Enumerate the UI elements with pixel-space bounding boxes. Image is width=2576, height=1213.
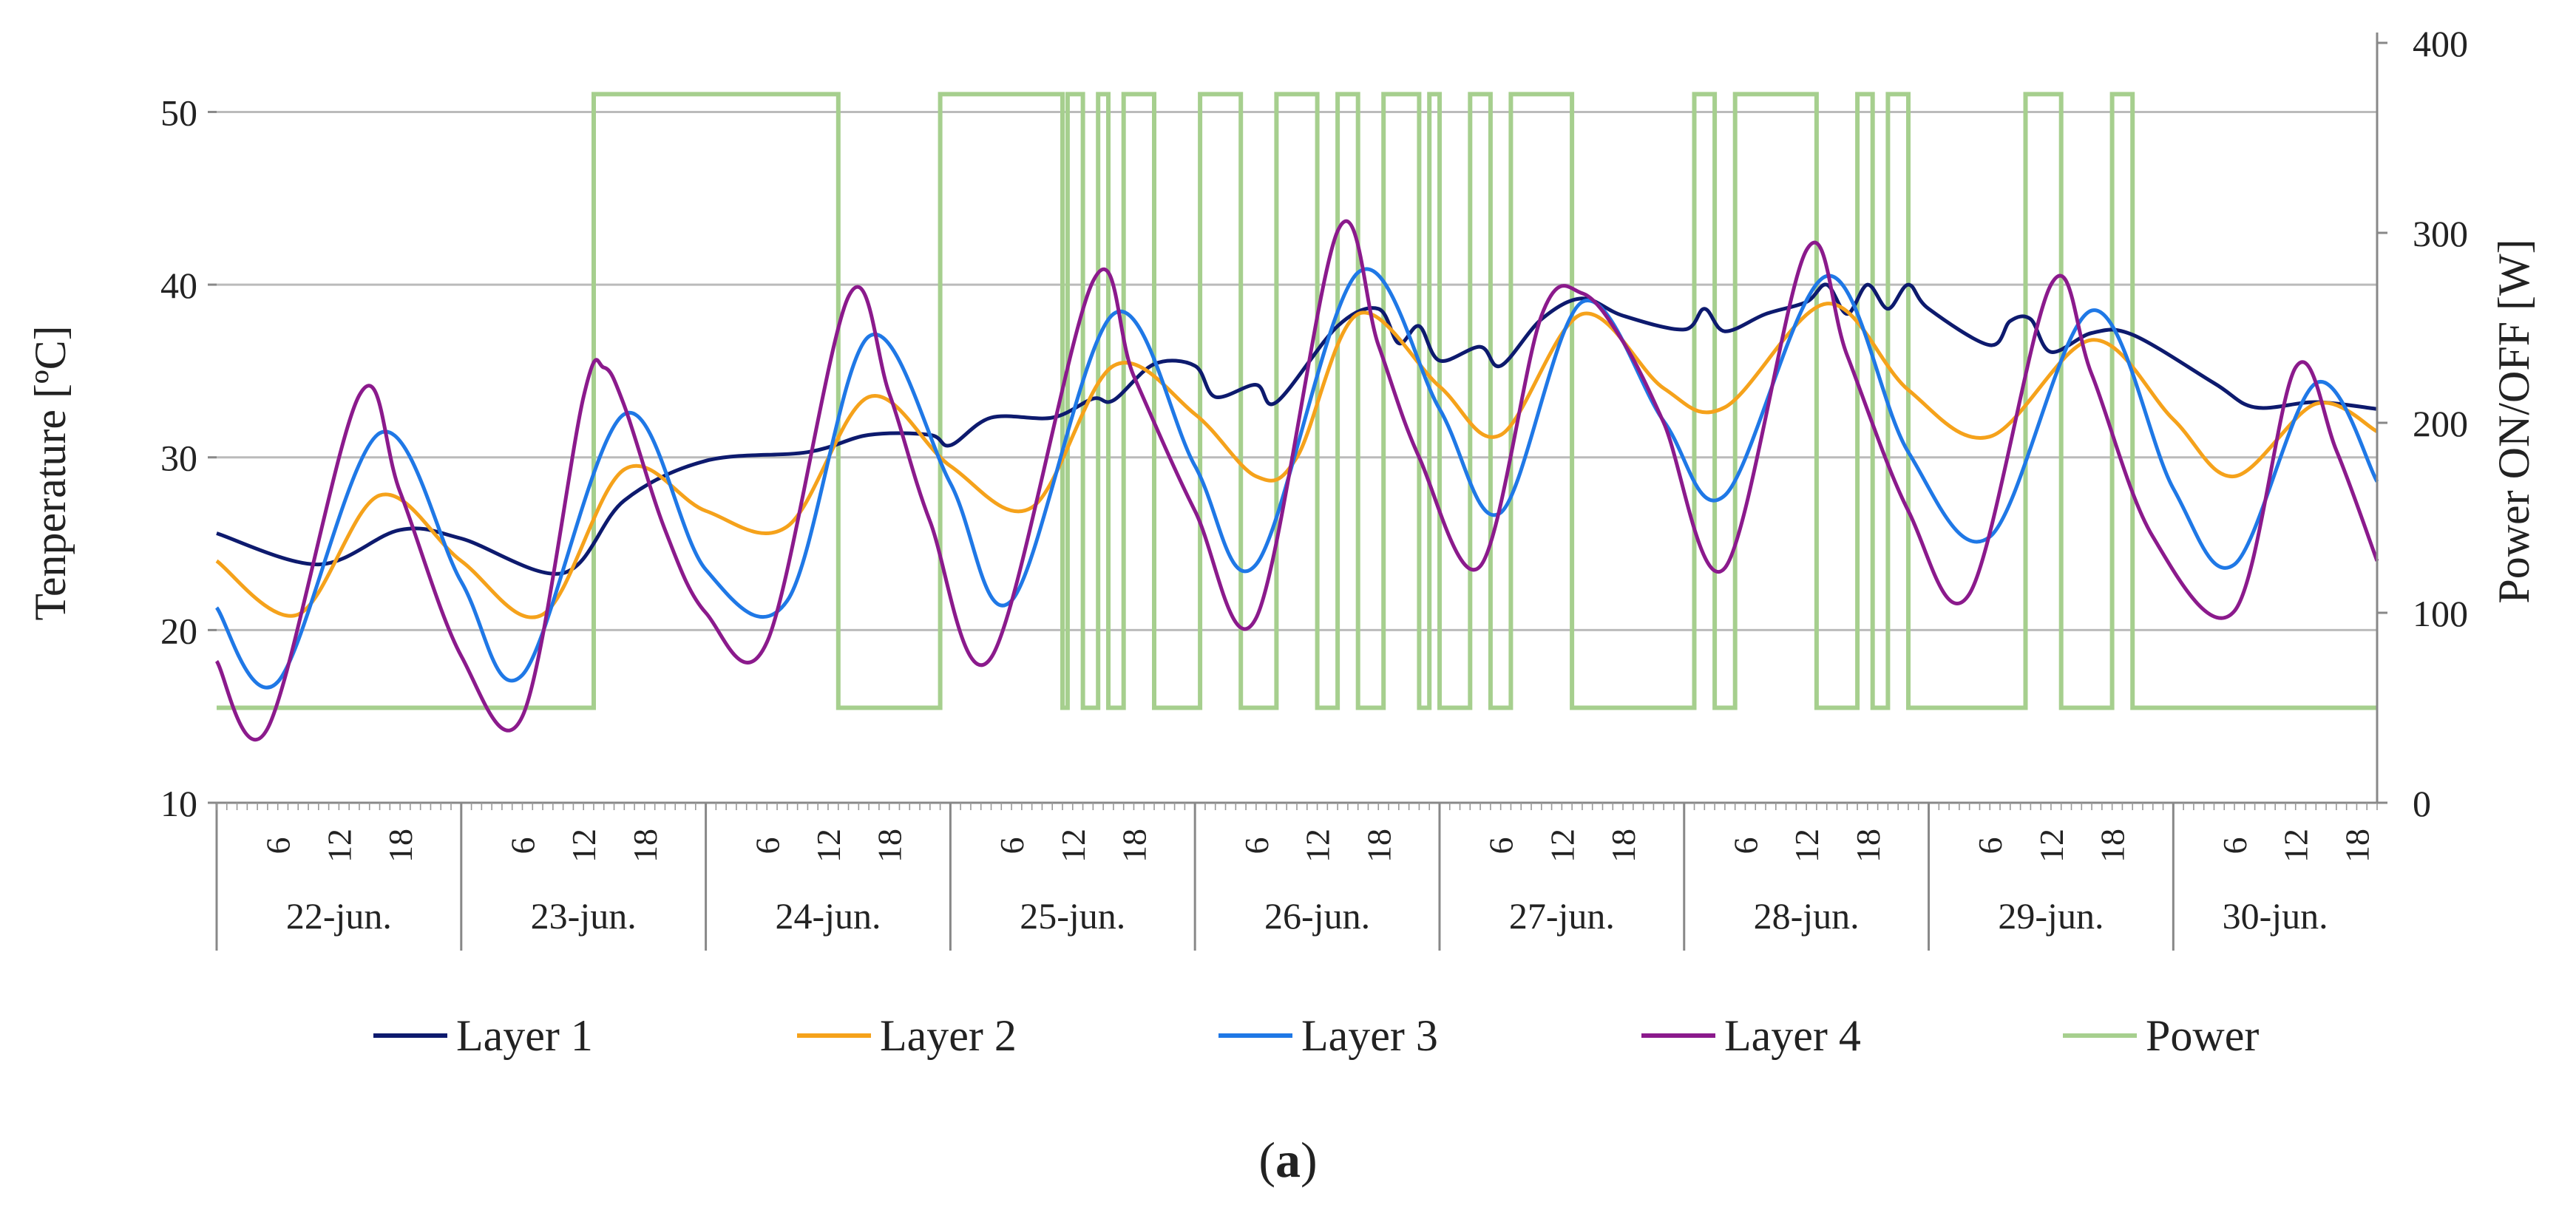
- x-day-label: 25-jun.: [1020, 895, 1125, 937]
- x-hour-label: 18: [871, 829, 909, 863]
- axes: 10 20 30 40 50 0 100 200 300 400 6 12 18 22-jun. 6 12 18…: [160, 23, 2468, 951]
- x-hour-label: 6: [748, 837, 786, 854]
- x-hour-label: 6: [1482, 837, 1520, 854]
- y-right-tick-label: 100: [2413, 593, 2468, 634]
- x-hour-label: 6: [504, 837, 542, 854]
- x-day-label: 23-jun.: [531, 895, 637, 937]
- x-hour-label: 18: [1360, 829, 1397, 863]
- x-hour-label: 18: [1604, 829, 1642, 863]
- y-left-tick-label: 30: [160, 438, 197, 479]
- series-line-layer-4: [214, 219, 2379, 742]
- figure-caption: (a): [1258, 1132, 1317, 1188]
- gridlines: [217, 110, 2377, 631]
- y-left-tick-label: 10: [160, 783, 197, 824]
- x-hour-label: 6: [1971, 837, 2009, 854]
- x-hour-label: 6: [1727, 837, 1765, 854]
- legend-label: Layer 4: [1724, 1011, 1861, 1060]
- x-hour-label: 18: [2094, 829, 2132, 863]
- y-left-tick-label: 50: [160, 92, 197, 133]
- x-hour-label: 6: [993, 837, 1031, 854]
- x-day-label: 27-jun.: [1509, 895, 1615, 937]
- y-left-tick-label: 40: [160, 265, 197, 306]
- x-hour-label: 12: [2033, 829, 2070, 863]
- y-right-tick-label: 200: [2413, 403, 2468, 444]
- x-day-label: 24-jun.: [775, 895, 881, 937]
- series-line-power: [217, 92, 2377, 710]
- y-right-tick-label: 300: [2413, 213, 2468, 254]
- x-hour-label: 12: [565, 829, 603, 863]
- x-day-label: 30-jun.: [2223, 895, 2328, 937]
- x-hour-label: 18: [1849, 829, 1887, 863]
- legend-label: Power: [2146, 1011, 2259, 1060]
- series-line-layer-1: [216, 282, 2378, 576]
- y-right-tick-label: 0: [2413, 783, 2431, 824]
- x-day-label: 29-jun.: [1998, 895, 2104, 937]
- series-line-layer-3: [214, 267, 2379, 690]
- series-layer: [214, 92, 2379, 742]
- series-line-layer-2: [215, 302, 2379, 619]
- x-hour-label: 6: [1238, 837, 1275, 854]
- x-hour-label: 12: [320, 829, 358, 863]
- x-day-label: 22-jun.: [286, 895, 392, 937]
- legend-label: Layer 1: [456, 1011, 593, 1060]
- x-hour-label: 12: [1543, 829, 1581, 863]
- x-hour-label: 12: [1054, 829, 1092, 863]
- x-hour-label: 6: [2216, 837, 2254, 854]
- x-hour-label: 18: [626, 829, 664, 863]
- x-hour-label: 6: [260, 837, 297, 854]
- x-day-label: 26-jun.: [1264, 895, 1370, 937]
- y-left-axis-label: Tenperature [ºC]: [26, 325, 75, 620]
- y-left-tick-label: 20: [160, 610, 197, 651]
- x-day-label: 28-jun.: [1754, 895, 1860, 937]
- y-right-tick-label: 400: [2413, 23, 2468, 64]
- x-hour-label: 12: [810, 829, 847, 863]
- x-hour-label: 12: [1299, 829, 1337, 863]
- x-hour-label: 12: [2277, 829, 2315, 863]
- x-hour-label: 18: [2338, 829, 2376, 863]
- legend-label: Layer 2: [880, 1011, 1017, 1060]
- legend-label: Layer 3: [1301, 1011, 1438, 1060]
- legend: Layer 1 Layer 2 Layer 3 Layer 4 Power: [373, 1011, 2259, 1060]
- y-right-axis-label: Power ON/OFF [W]: [2489, 239, 2538, 603]
- x-hour-label: 18: [382, 829, 419, 863]
- x-hour-label: 12: [1788, 829, 1826, 863]
- x-hour-label: 18: [1116, 829, 1153, 863]
